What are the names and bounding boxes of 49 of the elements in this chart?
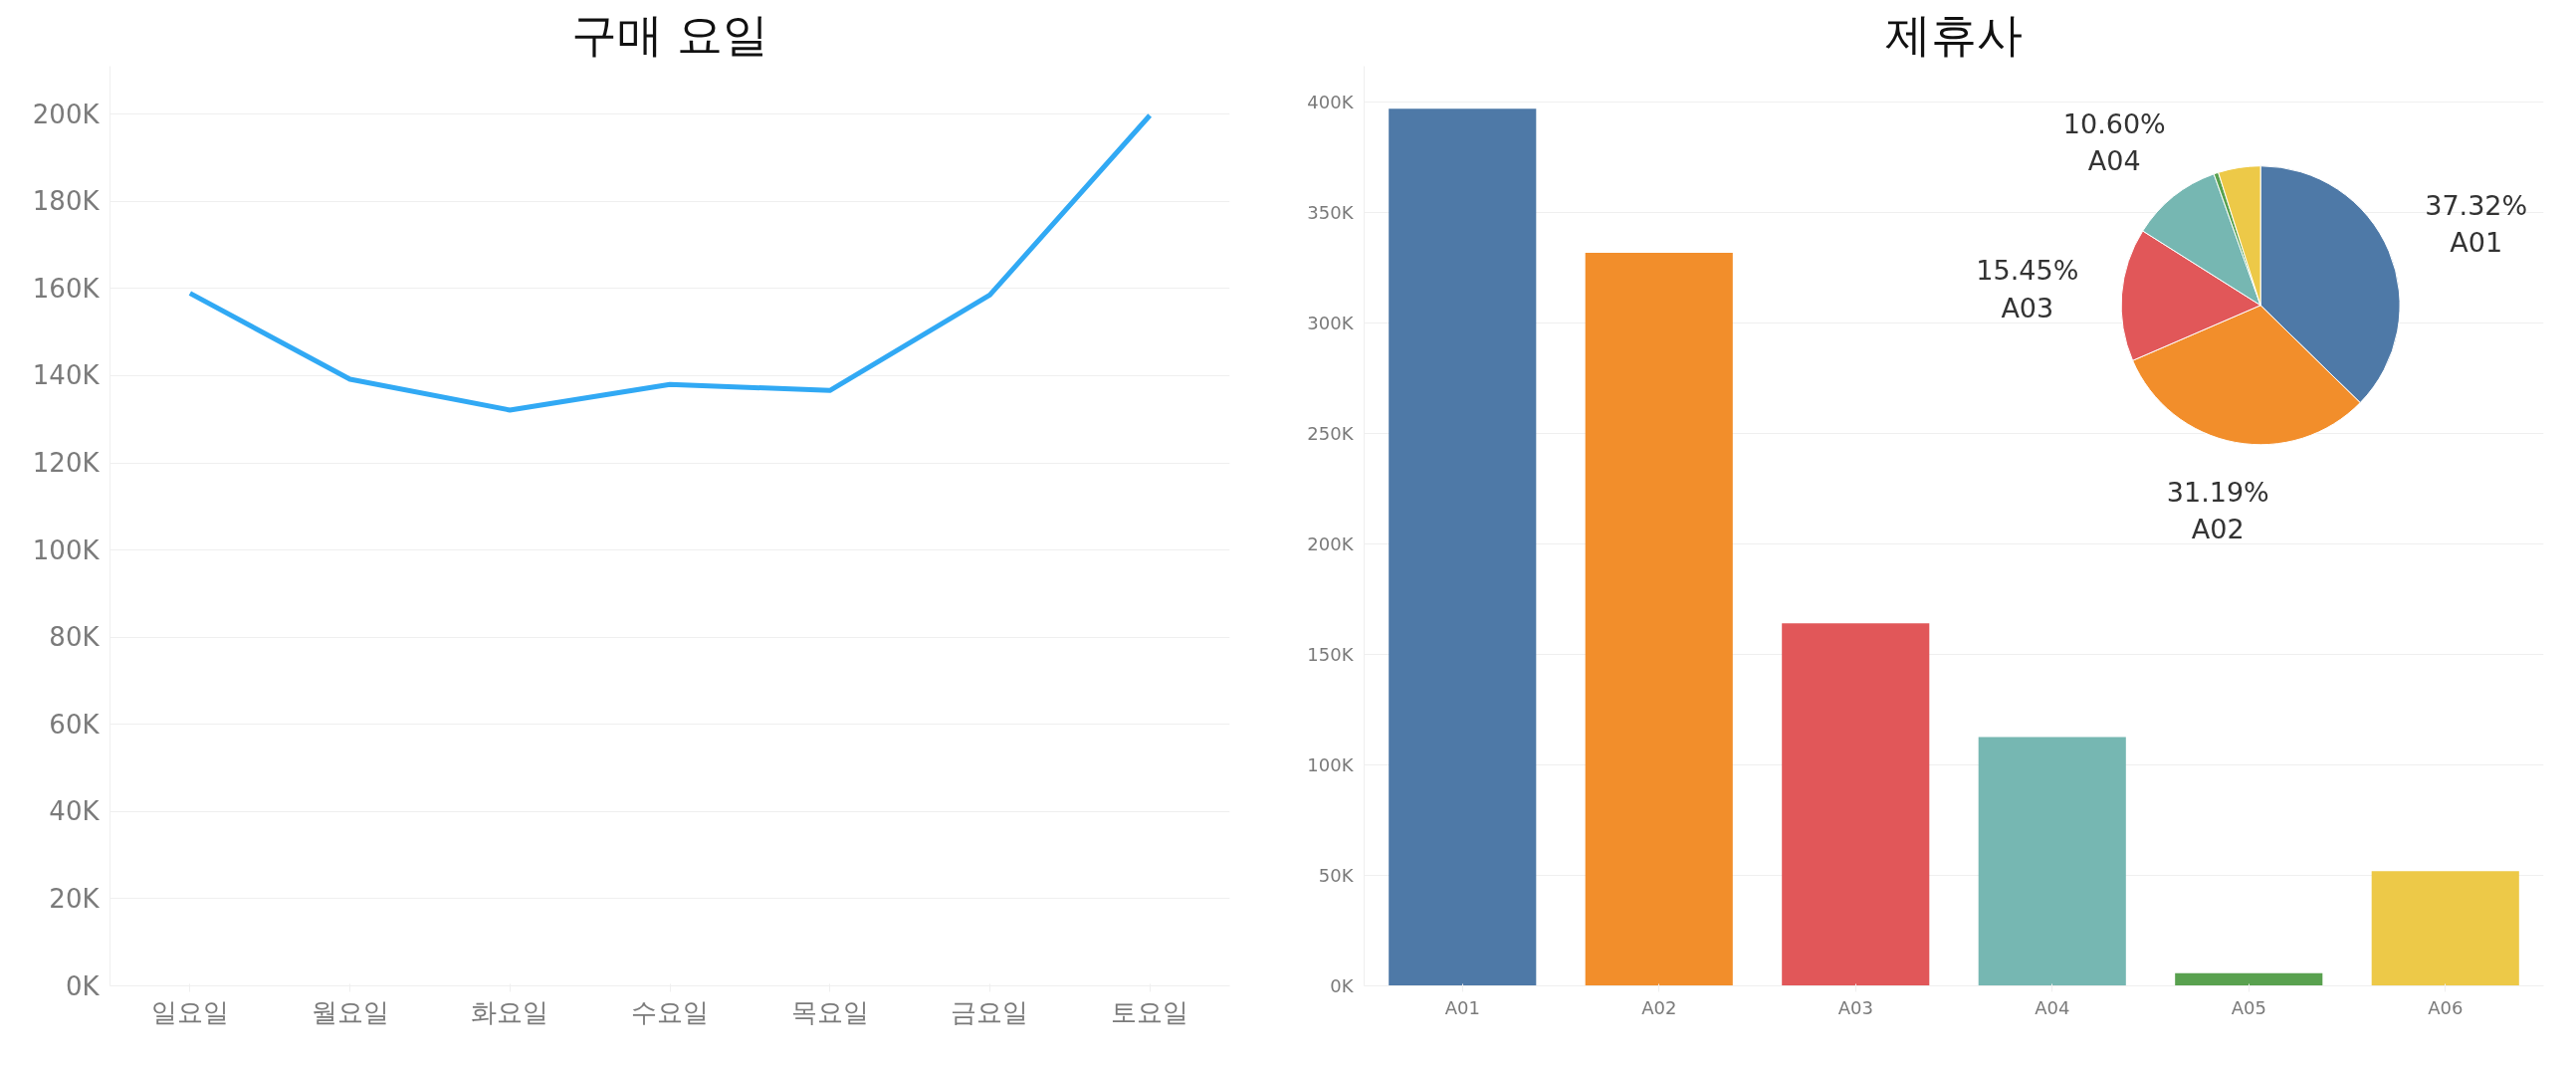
x-tick-label: A01 xyxy=(1444,996,1480,1018)
x-tick-label: 일요일 xyxy=(150,996,229,1027)
x-tick-label: 금요일 xyxy=(951,996,1029,1027)
y-tick-label: 200K xyxy=(32,99,101,129)
y-tick-label: 100K xyxy=(32,534,101,565)
data-label: 10.60% xyxy=(2062,107,2166,139)
y-tick-label: 120K xyxy=(32,448,101,478)
y-tick-label: 160K xyxy=(32,273,101,304)
y-tick-label: 300K xyxy=(1307,312,1355,333)
bar xyxy=(2175,972,2323,986)
x-tick-label: A03 xyxy=(1837,996,1873,1018)
x-tick-label: A06 xyxy=(2428,996,2464,1018)
x-tick-label: A04 xyxy=(2035,996,2070,1018)
slice-label: A01 xyxy=(2450,227,2503,259)
bar xyxy=(1978,737,2126,986)
x-tick-label: 토요일 xyxy=(1111,996,1189,1027)
bar xyxy=(2371,871,2519,986)
data-label: 37.32% xyxy=(2425,190,2528,222)
slice-label: A03 xyxy=(2001,292,2054,323)
y-tick-label: 100K xyxy=(1307,753,1355,775)
y-tick-label: 40K xyxy=(49,796,101,827)
y-tick-label: 150K xyxy=(1307,643,1355,665)
data-label: 15.45% xyxy=(1976,255,2079,287)
y-tick-label: 250K xyxy=(1307,422,1355,444)
x-tick-label: 목요일 xyxy=(790,996,869,1027)
y-tick-label: 350K xyxy=(1307,201,1355,223)
y-tick-label: 180K xyxy=(32,186,101,217)
y-tick-label: 400K xyxy=(1307,91,1355,112)
y-tick-label: 0K xyxy=(65,970,101,1001)
y-tick-label: 140K xyxy=(32,360,101,391)
x-tick-label: 화요일 xyxy=(471,996,549,1027)
x-tick-label: A05 xyxy=(2231,996,2266,1018)
x-tick-label: 수요일 xyxy=(631,996,709,1027)
y-tick-label: 20K xyxy=(49,883,101,914)
chart-title: 제휴사 xyxy=(1885,7,2023,62)
chart-title: 구매 요일 xyxy=(570,7,769,62)
y-tick-label: 50K xyxy=(1318,864,1355,886)
slice-label: A04 xyxy=(2087,144,2141,176)
y-tick-label: 80K xyxy=(49,622,101,653)
slice-label: A02 xyxy=(2191,514,2245,545)
y-tick-label: 0K xyxy=(1330,975,1355,996)
y-tick-label: 200K xyxy=(1307,533,1355,554)
bar xyxy=(1782,623,1930,986)
bar xyxy=(1389,108,1537,986)
y-tick-label: 60K xyxy=(49,709,101,740)
data-label: 31.19% xyxy=(2166,477,2269,509)
x-tick-label: A02 xyxy=(1641,996,1677,1018)
x-tick-label: 월요일 xyxy=(311,996,389,1027)
bar xyxy=(1585,252,1733,986)
